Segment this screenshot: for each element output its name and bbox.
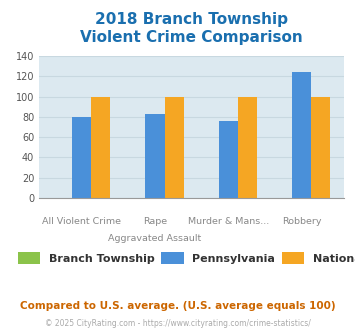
Bar bbox=[311, 97, 331, 198]
Bar bbox=[219, 121, 238, 198]
Text: Murder & Mans...: Murder & Mans... bbox=[188, 217, 269, 226]
Text: All Violent Crime: All Violent Crime bbox=[42, 217, 121, 226]
Bar bbox=[238, 97, 257, 198]
Bar bbox=[72, 117, 91, 198]
Bar bbox=[292, 72, 311, 198]
Text: Robbery: Robbery bbox=[282, 217, 322, 226]
Bar bbox=[91, 97, 110, 198]
Text: Rape: Rape bbox=[143, 217, 167, 226]
Text: Compared to U.S. average. (U.S. average equals 100): Compared to U.S. average. (U.S. average … bbox=[20, 301, 335, 311]
Bar bbox=[164, 97, 184, 198]
Text: © 2025 CityRating.com - https://www.cityrating.com/crime-statistics/: © 2025 CityRating.com - https://www.city… bbox=[45, 319, 310, 328]
Title: 2018 Branch Township
Violent Crime Comparison: 2018 Branch Township Violent Crime Compa… bbox=[80, 12, 303, 45]
Text: Aggravated Assault: Aggravated Assault bbox=[108, 234, 202, 243]
Legend: Branch Township, Pennsylvania, National: Branch Township, Pennsylvania, National bbox=[15, 249, 355, 267]
Bar bbox=[146, 114, 164, 198]
